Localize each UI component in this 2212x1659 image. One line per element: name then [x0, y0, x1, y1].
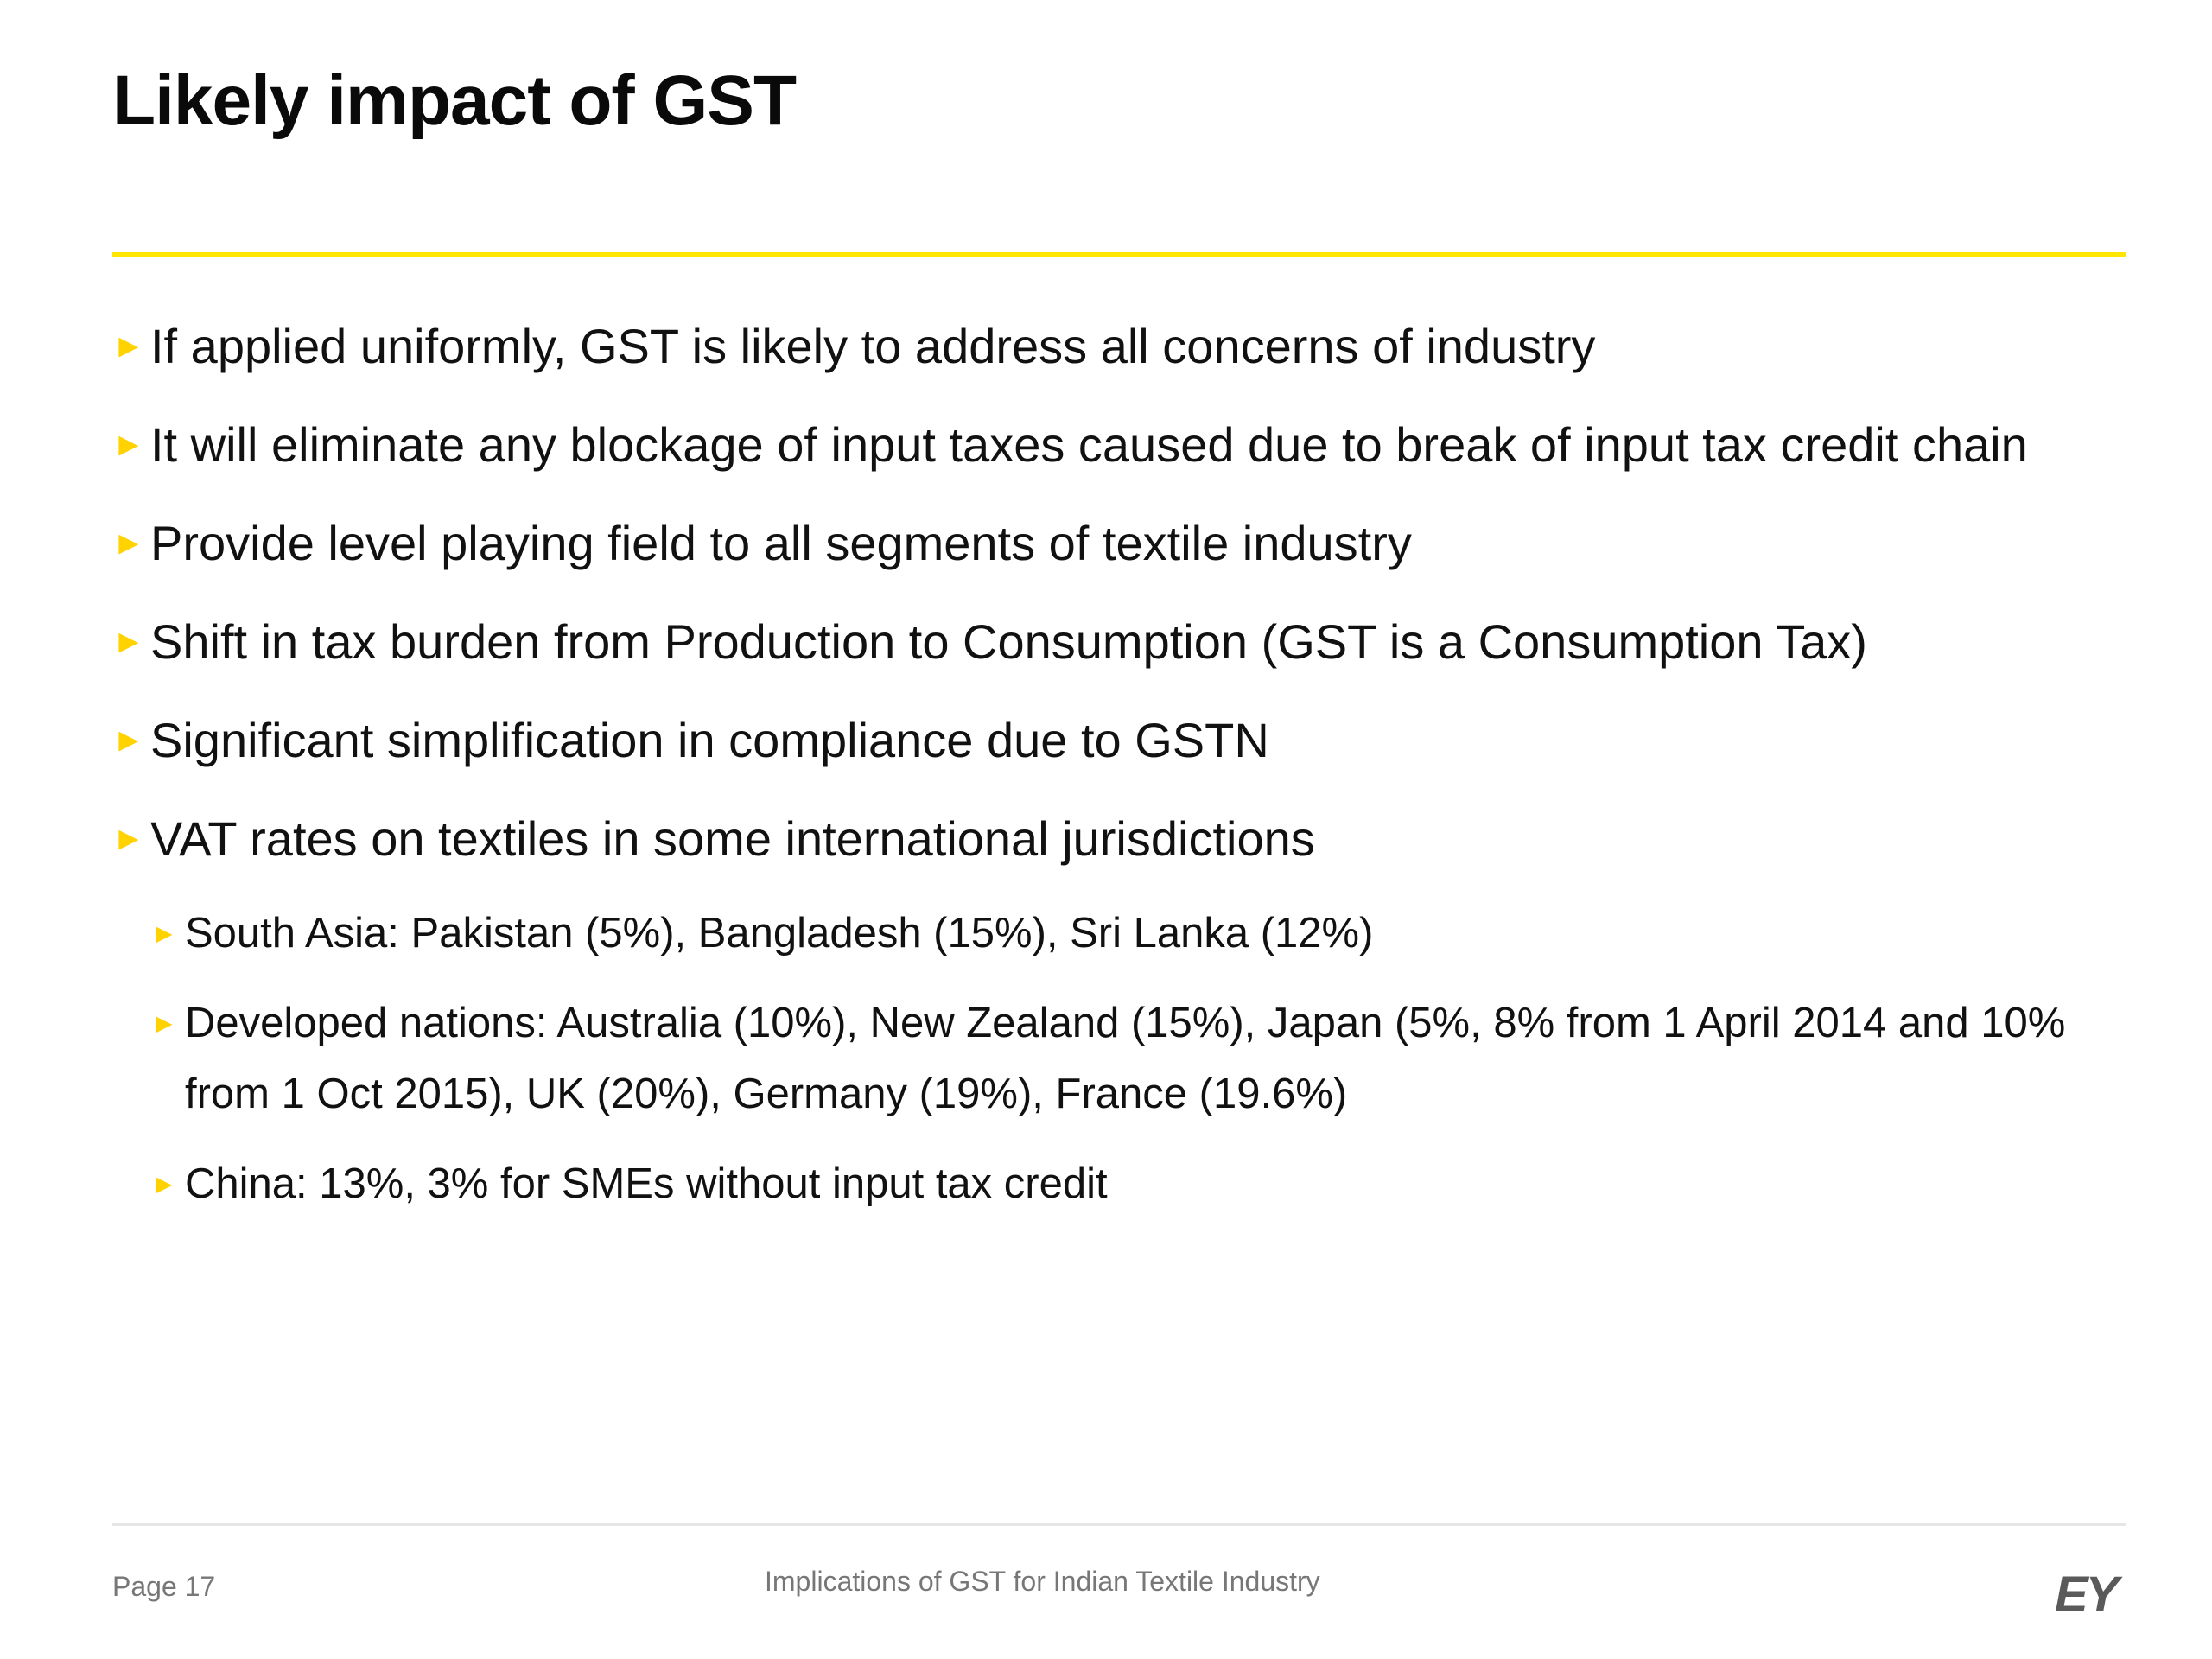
triangle-bullet-icon: ►	[150, 918, 178, 949]
bullet-item: ► VAT rates on textiles in some internat…	[112, 799, 2126, 879]
bullet-text: Provide level playing field to all segme…	[150, 516, 1412, 570]
sub-bullet-text: South Asia: Pakistan (5%), Bangladesh (1…	[185, 910, 1374, 957]
triangle-bullet-icon: ►	[150, 1007, 178, 1039]
footer-divider	[112, 1523, 2126, 1526]
triangle-bullet-icon: ►	[150, 1168, 178, 1199]
slide-title: Likely impact of GST	[112, 61, 797, 140]
triangle-bullet-icon: ►	[112, 328, 145, 365]
title-divider	[112, 252, 2126, 257]
sub-bullet-item: ► China: 13%, 3% for SMEs without input …	[112, 1148, 2126, 1219]
sub-bullet-item: ► Developed nations: Australia (10%), Ne…	[112, 988, 2126, 1129]
bullet-text: VAT rates on textiles in some internatio…	[150, 811, 1315, 866]
bullet-text: Shift in tax burden from Production to C…	[150, 614, 1867, 669]
sub-bullet-text: Developed nations: Australia (10%), New …	[185, 1000, 2066, 1117]
page-number: Page 17	[112, 1571, 216, 1602]
triangle-bullet-icon: ►	[112, 525, 145, 562]
triangle-bullet-icon: ►	[112, 821, 145, 857]
bullet-item: ► Provide level playing field to all seg…	[112, 504, 2126, 583]
footer-title: Implications of GST for Indian Textile I…	[765, 1566, 1320, 1597]
bullet-text: Significant simplification in compliance…	[150, 713, 1269, 767]
triangle-bullet-icon: ►	[112, 427, 145, 463]
triangle-bullet-icon: ►	[112, 722, 145, 759]
ey-logo: EY	[2055, 1567, 2119, 1623]
bullet-text: It will eliminate any blockage of input …	[150, 417, 2028, 472]
bullet-item: ► Shift in tax burden from Production to…	[112, 602, 2126, 682]
sub-bullet-text: China: 13%, 3% for SMEs without input ta…	[185, 1160, 1108, 1207]
bullet-text: If applied uniformly, GST is likely to a…	[150, 319, 1596, 373]
sub-bullet-item: ► South Asia: Pakistan (5%), Bangladesh …	[112, 898, 2126, 969]
bullet-item: ► It will eliminate any blockage of inpu…	[112, 405, 2126, 485]
triangle-bullet-icon: ►	[112, 624, 145, 660]
bullet-item: ► If applied uniformly, GST is likely to…	[112, 307, 2126, 386]
bullet-item: ► Significant simplification in complian…	[112, 701, 2126, 780]
bullet-list: ► If applied uniformly, GST is likely to…	[112, 307, 2126, 1238]
